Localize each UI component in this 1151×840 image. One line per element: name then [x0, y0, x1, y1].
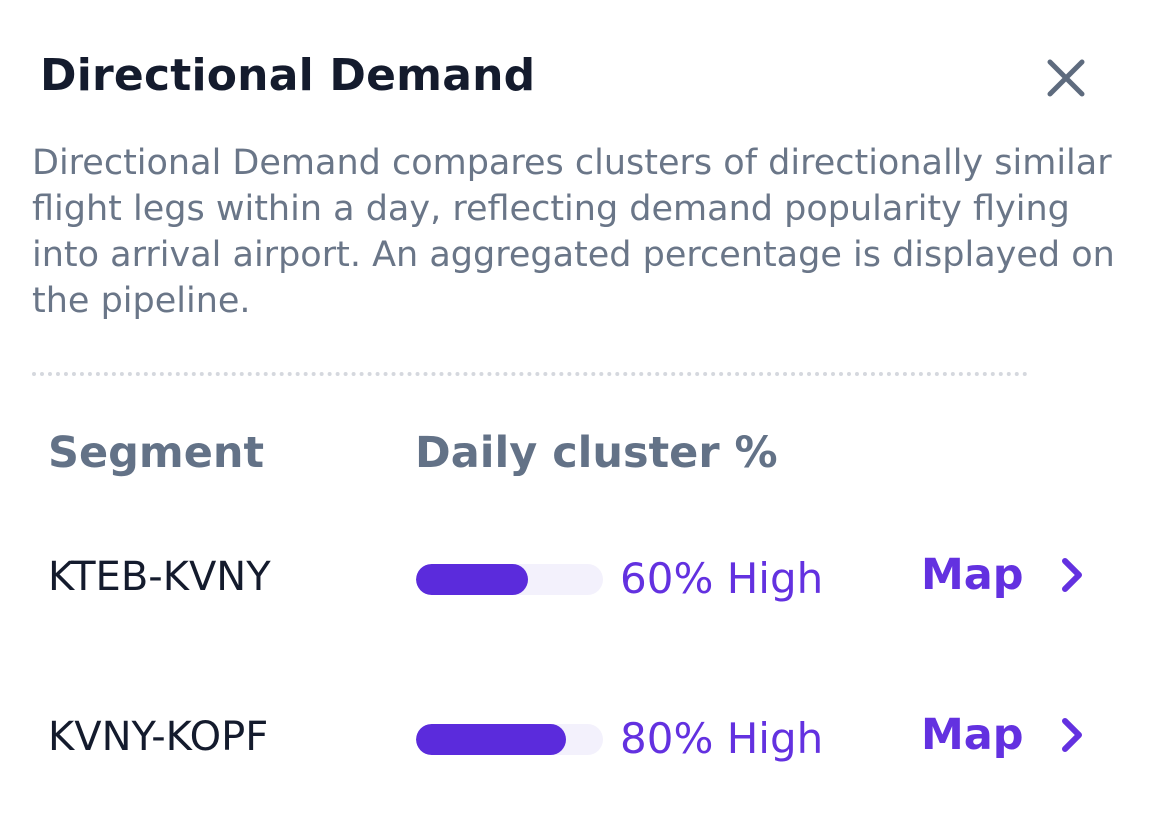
map-link-label: Map	[921, 710, 1024, 760]
cluster-progress-bar	[416, 564, 603, 595]
segment-label: KTEB-KVNY	[48, 554, 271, 600]
map-link-label: Map	[921, 550, 1024, 600]
column-header-daily-cluster: Daily cluster %	[415, 428, 778, 478]
map-link[interactable]: Map	[921, 550, 1086, 600]
close-icon	[1047, 59, 1085, 97]
table-row: KVNY-KOPF 80% High Map	[0, 700, 1151, 780]
column-header-segment: Segment	[48, 428, 265, 478]
close-button[interactable]	[1040, 52, 1092, 104]
divider	[32, 372, 1028, 376]
cluster-percent-label: 60% High	[620, 554, 824, 603]
segment-label: KVNY-KOPF	[48, 714, 269, 760]
panel-description: Directional Demand compares clusters of …	[32, 143, 1115, 321]
map-link[interactable]: Map	[921, 710, 1086, 760]
cluster-progress-bar	[416, 724, 603, 755]
cluster-progress-fill	[416, 564, 529, 595]
cluster-progress-fill	[416, 724, 566, 755]
chevron-right-icon	[1058, 715, 1086, 755]
chevron-right-icon	[1058, 555, 1086, 595]
cluster-percent-label: 80% High	[620, 714, 824, 763]
panel-title: Directional Demand	[40, 50, 536, 101]
table-row: KTEB-KVNY 60% High Map	[0, 540, 1151, 620]
